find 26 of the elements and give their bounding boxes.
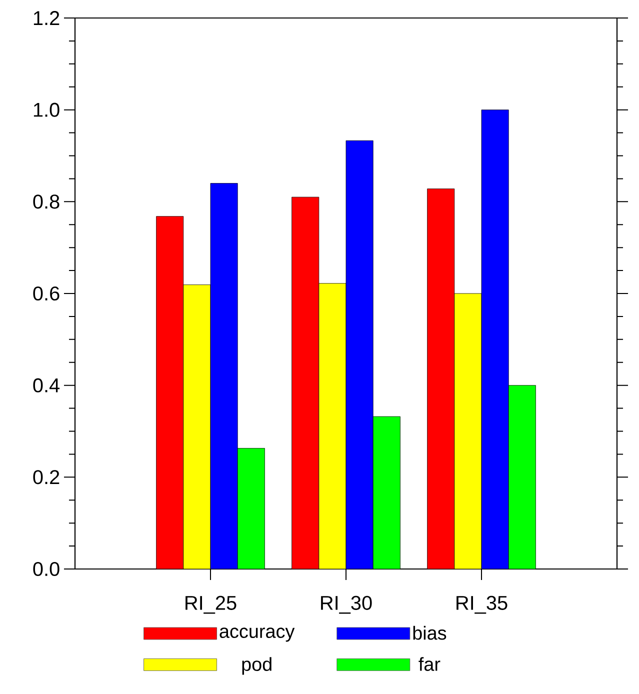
bar <box>318 283 346 569</box>
y-tick-label: 0.2 <box>33 470 60 484</box>
y-tick-label: 0.8 <box>33 194 60 209</box>
bar <box>427 188 455 569</box>
legend-label: far <box>418 657 440 671</box>
x-tick-label: RI_25 <box>186 596 236 614</box>
legend-label: accuracy <box>220 628 295 642</box>
legend-label: bias <box>413 626 446 640</box>
x-tick-label: RI_35 <box>456 596 508 614</box>
y-tick-label: 0.4 <box>33 378 60 392</box>
bar <box>481 110 509 569</box>
y-tick-label: 1.0 <box>34 102 60 117</box>
bar <box>454 293 482 569</box>
bar <box>210 183 238 569</box>
bar <box>508 385 536 569</box>
x-tick-label: RI_30 <box>321 596 372 614</box>
bar <box>238 448 265 569</box>
y-tick-label: 0.0 <box>33 562 60 576</box>
bar <box>346 140 374 569</box>
bar <box>373 416 400 569</box>
legend-label: pod <box>242 657 272 675</box>
bar <box>183 284 211 569</box>
bar <box>156 216 184 569</box>
y-tick-label: 1.2 <box>34 11 60 25</box>
bar <box>292 197 319 569</box>
y-tick-label: 0.6 <box>33 286 60 301</box>
